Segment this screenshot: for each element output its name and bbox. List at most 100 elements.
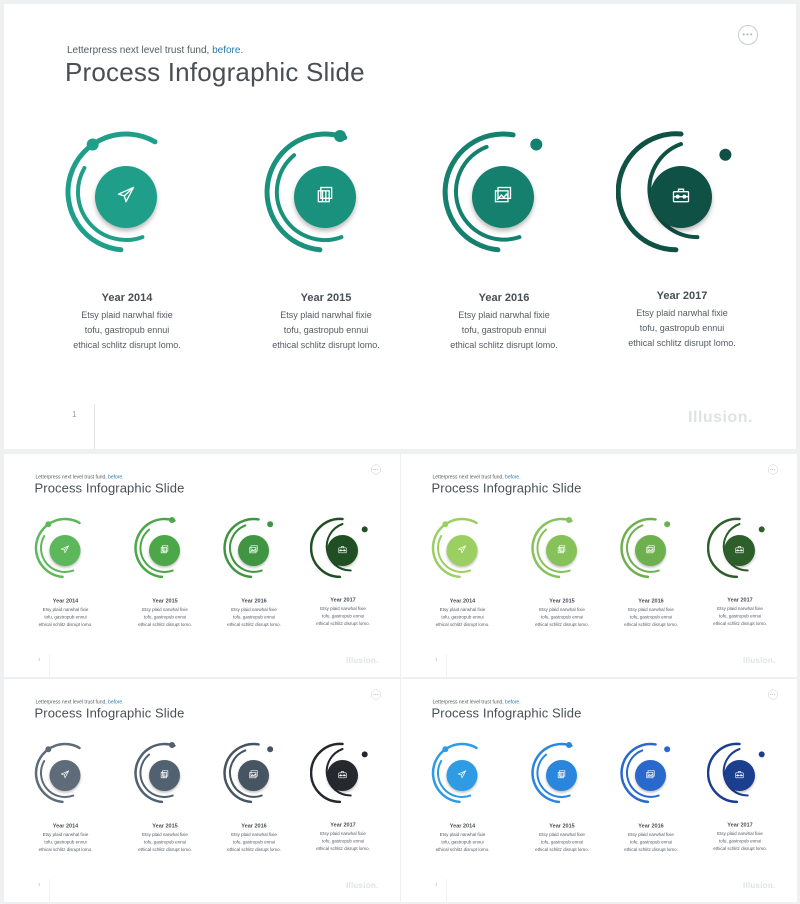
slide-title: Process Infographic Slide [34, 705, 185, 721]
subtitle-accent: before. [505, 474, 521, 481]
step-description-line: tofu, gastropub ennui [143, 614, 187, 620]
slide-content: Letterpress next level trust fund, befor… [401, 454, 797, 677]
step-description-line: tofu, gastropub ennui [441, 839, 484, 845]
step-year: Year 2016 [241, 823, 267, 829]
main-arc [431, 517, 478, 579]
step-icon-circle [546, 760, 577, 791]
progress-ring [34, 742, 81, 804]
step-icon-circle [95, 166, 157, 228]
step-description-line: tofu, gastropub ennui [321, 838, 365, 844]
layers-icon [315, 185, 335, 210]
step-description-line: Etsy plaid narwhal fixie [81, 310, 173, 320]
step-description-line: ethical schlitz disrupt lomo. [624, 622, 678, 627]
brand-logo: Illusion. [743, 656, 776, 666]
step-description-line: Etsy plaid narwhal fixie [142, 832, 188, 837]
page-divider [49, 654, 50, 677]
step-year: Year 2016 [638, 823, 664, 829]
step-icon-circle [327, 760, 358, 791]
step-year: Year 2017 [656, 290, 708, 302]
paper-plane-icon [457, 769, 467, 782]
step-year: Year 2017 [330, 597, 356, 603]
step-description-line: tofu, gastropub ennui [84, 325, 170, 335]
step-description-line: Etsy plaid narwhal fixie [628, 832, 674, 837]
inner-arc [40, 535, 75, 573]
page-divider [446, 879, 447, 902]
main-arc [707, 517, 741, 579]
step-year: Year 2014 [101, 292, 153, 304]
slide-preview-green[interactable]: Letterpress next level trust fund, befor… [4, 454, 400, 677]
slide-preview-lime[interactable]: Letterpress next level trust fund, befor… [401, 454, 797, 677]
step-description-line: tofu, gastropub ennui [232, 614, 276, 620]
briefcase-icon [338, 769, 348, 782]
main-arc [310, 517, 344, 579]
ellipsis-icon[interactable]: ••• [768, 464, 778, 475]
image-icon [249, 544, 259, 557]
process-steps: Year 2014 Etsy plaid narwhal fixie tofu, g… [4, 4, 796, 449]
brand-logo: Illusion. [346, 881, 379, 891]
step-description-line: tofu, gastropub ennui [321, 613, 365, 619]
main-arc [620, 742, 657, 804]
image-icon [646, 544, 656, 557]
arc-dot [334, 130, 346, 142]
step-description-line: tofu, gastropub ennui [44, 614, 87, 620]
main-arc [531, 742, 573, 804]
subtitle-accent: before. [108, 474, 124, 481]
step-year: Year 2014 [52, 823, 79, 829]
progress-ring [431, 517, 478, 579]
ellipsis-icon[interactable]: ••• [768, 689, 778, 700]
step-description-line: ethical schlitz disrupt lomo. [73, 340, 181, 350]
step-description-line: Etsy plaid narwhal fixie [142, 607, 188, 612]
step-icon-circle [446, 535, 478, 566]
ellipsis-icon[interactable]: ••• [738, 25, 758, 45]
process-steps: Year 2014 Etsy plaid narwhal fixie tofu, g… [401, 679, 797, 902]
step-description-line: Etsy plaid narwhal fixie [280, 310, 372, 320]
step-description-line: ethical schlitz disrupt lomo. [138, 847, 192, 852]
arc-dot [442, 746, 449, 753]
briefcase-icon [338, 544, 348, 557]
step-icon-circle [49, 535, 81, 566]
step-description-line: ethical schlitz disrupt lomo. [227, 622, 281, 627]
arc-dot [758, 751, 765, 758]
step-description-line: ethical schlitz disrupt lomo. [628, 338, 736, 348]
progress-ring [431, 742, 478, 804]
ellipsis-icon[interactable]: ••• [371, 464, 381, 475]
progress-ring [620, 742, 671, 804]
step-description-line: ethical schlitz disrupt lomo. [450, 340, 558, 350]
step-year: Year 2016 [638, 598, 664, 604]
slide-content: Letterpress next level trust fund, befor… [4, 679, 400, 902]
arc-dot [530, 138, 543, 151]
step-description-line: tofu, gastropub ennui [718, 613, 762, 619]
step-description-line: Etsy plaid narwhal fixie [539, 832, 585, 837]
slide-preview-blue[interactable]: Letterpress next level trust fund, befor… [401, 679, 797, 902]
step-year: Year 2014 [449, 598, 476, 604]
step-description-line: ethical schlitz disrupt lomo. [713, 846, 767, 851]
arc-dot [45, 746, 52, 753]
slide-subtitle: Letterpress next level trust fund, befor… [35, 474, 124, 481]
step-year: Year 2015 [549, 823, 575, 829]
process-steps: Year 2014 Etsy plaid narwhal fixie tofu, g… [401, 454, 797, 677]
arc-dot [267, 746, 274, 753]
step-description-line: Etsy plaid narwhal fixie [636, 308, 728, 318]
slide-preview-slate[interactable]: Letterpress next level trust fund, befor… [4, 679, 400, 902]
inner-arc [536, 528, 571, 574]
step-description-line: tofu, gastropub ennui [629, 614, 673, 620]
step-description-line: tofu, gastropub ennui [44, 839, 87, 845]
step-icon-circle [149, 760, 180, 791]
step-description-line: ethical schlitz disrupt lomo. [435, 622, 490, 627]
step-description-line: tofu, gastropub ennui [441, 614, 484, 620]
step-icon-circle [294, 166, 356, 228]
main-arc [223, 517, 260, 579]
ellipsis-icon[interactable]: ••• [371, 689, 381, 700]
paper-plane-icon [457, 544, 467, 557]
slide-subtitle: Letterpress next level trust fund, befor… [67, 45, 244, 56]
subtitle-accent: before. [108, 699, 124, 706]
page-divider [94, 404, 95, 449]
step-description-line: Etsy plaid narwhal fixie [439, 607, 486, 612]
slide-title: Process Infographic Slide [431, 480, 582, 496]
step-description-line: Etsy plaid narwhal fixie [439, 832, 486, 837]
slide-preview-main[interactable]: Letterpress next level trust fund, befor… [4, 4, 796, 449]
progress-ring [223, 742, 274, 804]
subtitle-accent: before. [212, 45, 244, 56]
step-year: Year 2016 [478, 292, 530, 304]
step-description-line: ethical schlitz disrupt lomo. [535, 622, 589, 627]
